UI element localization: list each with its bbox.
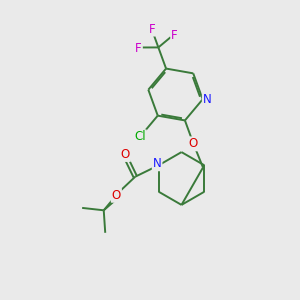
Text: N: N (203, 93, 212, 106)
Text: Cl: Cl (134, 130, 146, 143)
Text: N: N (153, 157, 161, 170)
Text: F: F (171, 29, 178, 42)
Text: F: F (148, 22, 155, 36)
Text: O: O (112, 189, 121, 202)
Text: O: O (121, 148, 130, 161)
Text: O: O (189, 137, 198, 150)
Text: F: F (135, 42, 142, 56)
